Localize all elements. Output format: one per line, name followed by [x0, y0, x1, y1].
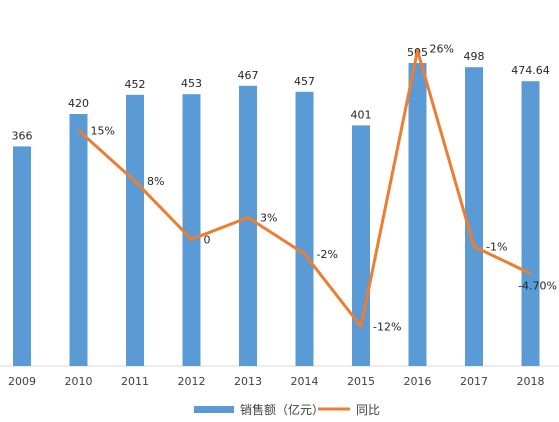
bar-2016 — [408, 63, 427, 366]
legend: 销售额（亿元） 同比 — [194, 402, 380, 417]
bar-label-2015: 401 — [351, 108, 372, 121]
bar-label-2010: 420 — [68, 97, 89, 110]
bar-label-2013: 467 — [238, 69, 259, 82]
line-label-2018: -4.70% — [518, 280, 557, 293]
line-data-labels: 15% 8% 0 3% -2% -12% 26% -1% -4.70% — [91, 43, 557, 334]
line-label-2016: 26% — [430, 43, 454, 56]
x-tick-2013: 2013 — [234, 375, 262, 388]
x-tick-2010: 2010 — [65, 375, 93, 388]
line-label-2017: -1% — [486, 241, 507, 254]
x-tick-2014: 2014 — [291, 375, 319, 388]
bar-label-2009: 366 — [12, 129, 33, 142]
line-series — [77, 49, 532, 328]
x-tick-2018: 2018 — [517, 375, 545, 388]
x-tick-2012: 2012 — [178, 375, 206, 388]
legend-label-bar: 销售额（亿元） — [240, 402, 324, 417]
bar-2009 — [13, 146, 31, 366]
line-label-2010: 15% — [91, 124, 115, 137]
line-label-2011: 8% — [147, 175, 164, 188]
bar-label-2017: 498 — [464, 50, 485, 63]
bar-2014 — [295, 91, 314, 367]
line-label-2012: 0 — [204, 233, 211, 246]
line-path — [77, 49, 532, 328]
x-tick-2011: 2011 — [121, 375, 149, 388]
line-label-2015: -12% — [373, 321, 401, 334]
bar-2010 — [69, 114, 88, 366]
bar-2017 — [465, 67, 483, 366]
bar-label-2018: 474.64 — [511, 64, 550, 77]
bar-2015 — [352, 125, 370, 367]
bar-label-2011: 452 — [125, 78, 146, 91]
bar-label-2012: 453 — [181, 77, 202, 90]
legend-swatch-bar — [194, 406, 234, 413]
x-tick-2017: 2017 — [460, 375, 488, 388]
bar-2018 — [521, 81, 540, 366]
line-label-2014: -2% — [317, 248, 338, 261]
line-label-2013: 3% — [260, 212, 277, 225]
bar-2012 — [182, 94, 201, 366]
x-tick-2015: 2015 — [347, 375, 375, 388]
bar-2013 — [239, 85, 257, 367]
x-axis-ticks: 2009 2010 2011 2012 2013 2014 2015 2016 2017 2018 — [8, 375, 545, 388]
x-tick-2016: 2016 — [404, 375, 432, 388]
legend-label-line: 同比 — [356, 403, 380, 417]
bar-label-2014: 457 — [294, 75, 315, 88]
x-tick-2009: 2009 — [8, 375, 36, 388]
bar-2011 — [126, 94, 144, 367]
